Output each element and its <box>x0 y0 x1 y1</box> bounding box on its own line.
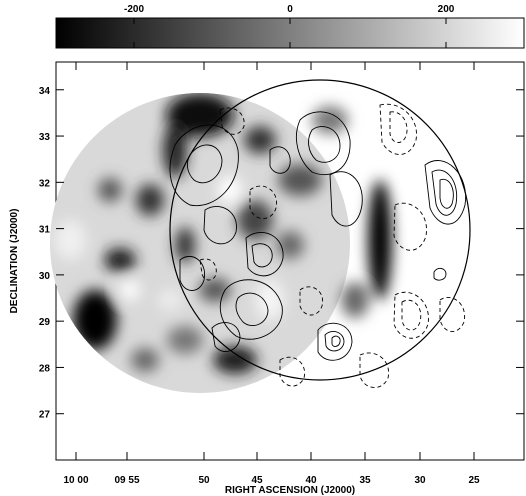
right-field-edge <box>278 106 392 318</box>
right-field-boundary <box>169 79 471 381</box>
y-tick-label: 31 <box>39 225 51 236</box>
x-tick-label: 10 00 <box>63 475 88 486</box>
x-tick-label: 30 <box>414 475 426 486</box>
x-axis-ticks <box>75 62 475 460</box>
x-tick-label: 09 55 <box>114 475 139 486</box>
colorbar: -200 0 200 <box>55 4 525 49</box>
y-tick-label: 32 <box>39 178 51 189</box>
y-tick-label: 27 <box>39 410 51 421</box>
y-tick-label: 33 <box>39 132 51 143</box>
colorbar-tick-label: -200 <box>124 4 144 15</box>
x-axis-tick-labels: 10 00 09 55 50 45 40 35 30 25 <box>63 475 480 486</box>
x-tick-label: 25 <box>468 475 480 486</box>
contours-positive <box>169 111 467 361</box>
y-tick-label: 34 <box>39 86 51 97</box>
y-axis-title: DECLINATION (J2000) <box>9 209 20 314</box>
contours-negative <box>199 103 466 388</box>
x-tick-label: 40 <box>305 475 317 486</box>
colorbar-tick-labels: -200 0 200 <box>124 4 455 15</box>
colorbar-ticks <box>133 18 447 48</box>
colorbar-tick-label: 0 <box>287 4 293 15</box>
colorbar-tick-label: 200 <box>438 4 455 15</box>
x-axis-title: RIGHT ASCENSION (J2000) <box>225 485 355 496</box>
y-axis-tick-labels: 27 28 29 30 31 32 33 34 <box>39 86 51 421</box>
x-tick-label: 45 <box>251 475 263 486</box>
left-field-image <box>50 93 350 393</box>
x-tick-label: 50 <box>198 475 210 486</box>
y-tick-label: 29 <box>39 317 51 328</box>
y-axis-ticks <box>56 89 524 415</box>
contour-overlay <box>169 103 467 388</box>
y-tick-label: 30 <box>39 271 51 282</box>
y-tick-label: 28 <box>39 363 51 374</box>
x-tick-label: 35 <box>359 475 371 486</box>
